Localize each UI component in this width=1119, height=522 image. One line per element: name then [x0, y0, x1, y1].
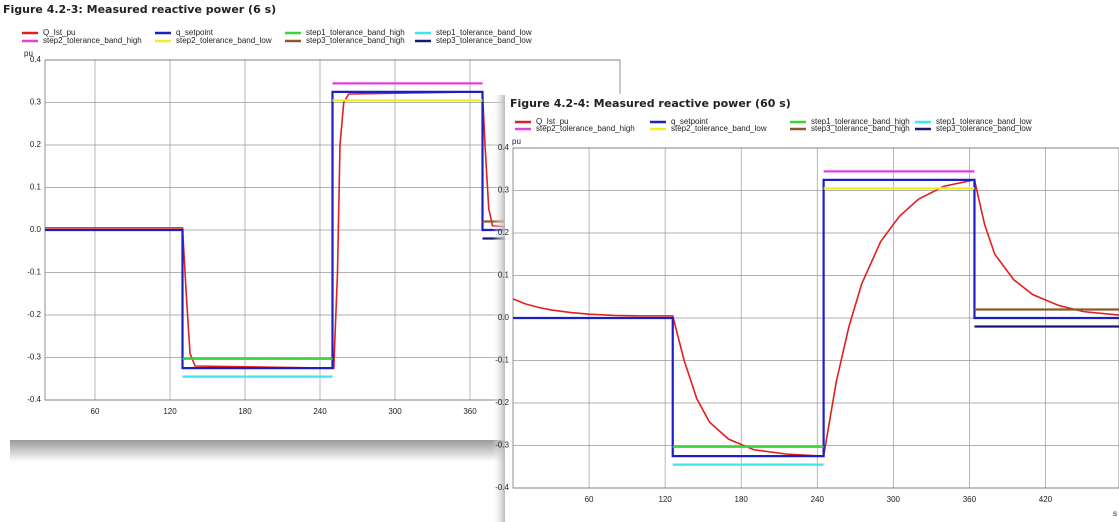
x-tick-label: 300: [388, 407, 402, 416]
y-tick-label: 0.0: [30, 225, 42, 234]
x-axis-label: s: [1113, 509, 1117, 518]
y-axis-label: pu: [24, 49, 33, 58]
legend-label: step2_tolerance_band_high: [536, 124, 635, 133]
x-tick-label: 360: [463, 407, 477, 416]
y-tick-label: -0.2: [495, 398, 509, 407]
x-tick-label: 300: [887, 495, 901, 504]
legend-label: Q_Ist_pu: [536, 117, 568, 126]
x-tick-label: 240: [313, 407, 327, 416]
y-tick-label: 0.4: [498, 143, 510, 152]
y-tick-label: -0.1: [495, 356, 509, 365]
y-tick-label: -0.2: [27, 310, 41, 319]
panel-shadow: [492, 95, 506, 522]
panel-background: [505, 94, 1119, 522]
y-axis-label: pu: [512, 137, 521, 146]
series-line: [513, 178, 1119, 458]
y-tick-label: 0.0: [498, 313, 510, 322]
series-line: [45, 90, 620, 370]
chart-title: Figure 4.2-4: Measured reactive power (6…: [510, 97, 791, 110]
x-tick-label: 180: [735, 495, 749, 504]
x-tick-label: 120: [163, 407, 177, 416]
x-tick-label: 60: [91, 407, 100, 416]
y-tick-label: 0.2: [498, 228, 510, 237]
x-tick-label: 120: [658, 495, 672, 504]
x-tick-label: 240: [811, 495, 825, 504]
y-tick-label: 0.4: [30, 55, 42, 64]
legend-label: step3_tolerance_band_high: [811, 124, 910, 133]
legend-label: q_setpoint: [671, 117, 709, 126]
legend-label: step1_tolerance_band_low: [436, 28, 532, 37]
y-tick-label: 0.1: [30, 183, 42, 192]
legend-label: step2_tolerance_band_low: [671, 124, 767, 133]
x-tick-label: 420: [1039, 495, 1053, 504]
y-tick-label: 0.3: [30, 98, 42, 107]
x-tick-label: 180: [238, 407, 252, 416]
y-tick-label: 0.3: [498, 186, 510, 195]
y-tick-label: -0.1: [27, 268, 41, 277]
y-tick-label: -0.4: [495, 483, 509, 492]
chart-panel: Figure 4.2-4: Measured reactive power (6…: [495, 94, 1119, 522]
chart-title: Figure 4.2-3: Measured reactive power (6…: [3, 3, 276, 16]
y-tick-label: 0.1: [498, 271, 510, 280]
legend-label: q_setpoint: [176, 28, 214, 37]
legend-label: step2_tolerance_band_high: [43, 36, 142, 45]
legend-label: step3_tolerance_band_low: [436, 36, 532, 45]
legend-label: step1_tolerance_band_low: [936, 117, 1032, 126]
x-tick-label: 60: [585, 495, 594, 504]
y-tick-label: -0.3: [495, 441, 509, 450]
legend-label: step3_tolerance_band_low: [936, 124, 1032, 133]
legend-label: step2_tolerance_band_low: [176, 36, 272, 45]
y-tick-label: 0.2: [30, 140, 42, 149]
y-tick-label: -0.4: [27, 395, 41, 404]
series-line: [45, 91, 620, 369]
plot-lines: [513, 170, 1119, 466]
panel-shadow: [10, 440, 510, 462]
legend-label: step1_tolerance_band_high: [811, 117, 910, 126]
legend-label: step1_tolerance_band_high: [306, 28, 405, 37]
y-tick-label: -0.3: [27, 353, 41, 362]
legend-label: Q_Ist_pu: [43, 28, 75, 37]
x-tick-label: 360: [963, 495, 977, 504]
legend-label: step3_tolerance_band_high: [306, 36, 405, 45]
